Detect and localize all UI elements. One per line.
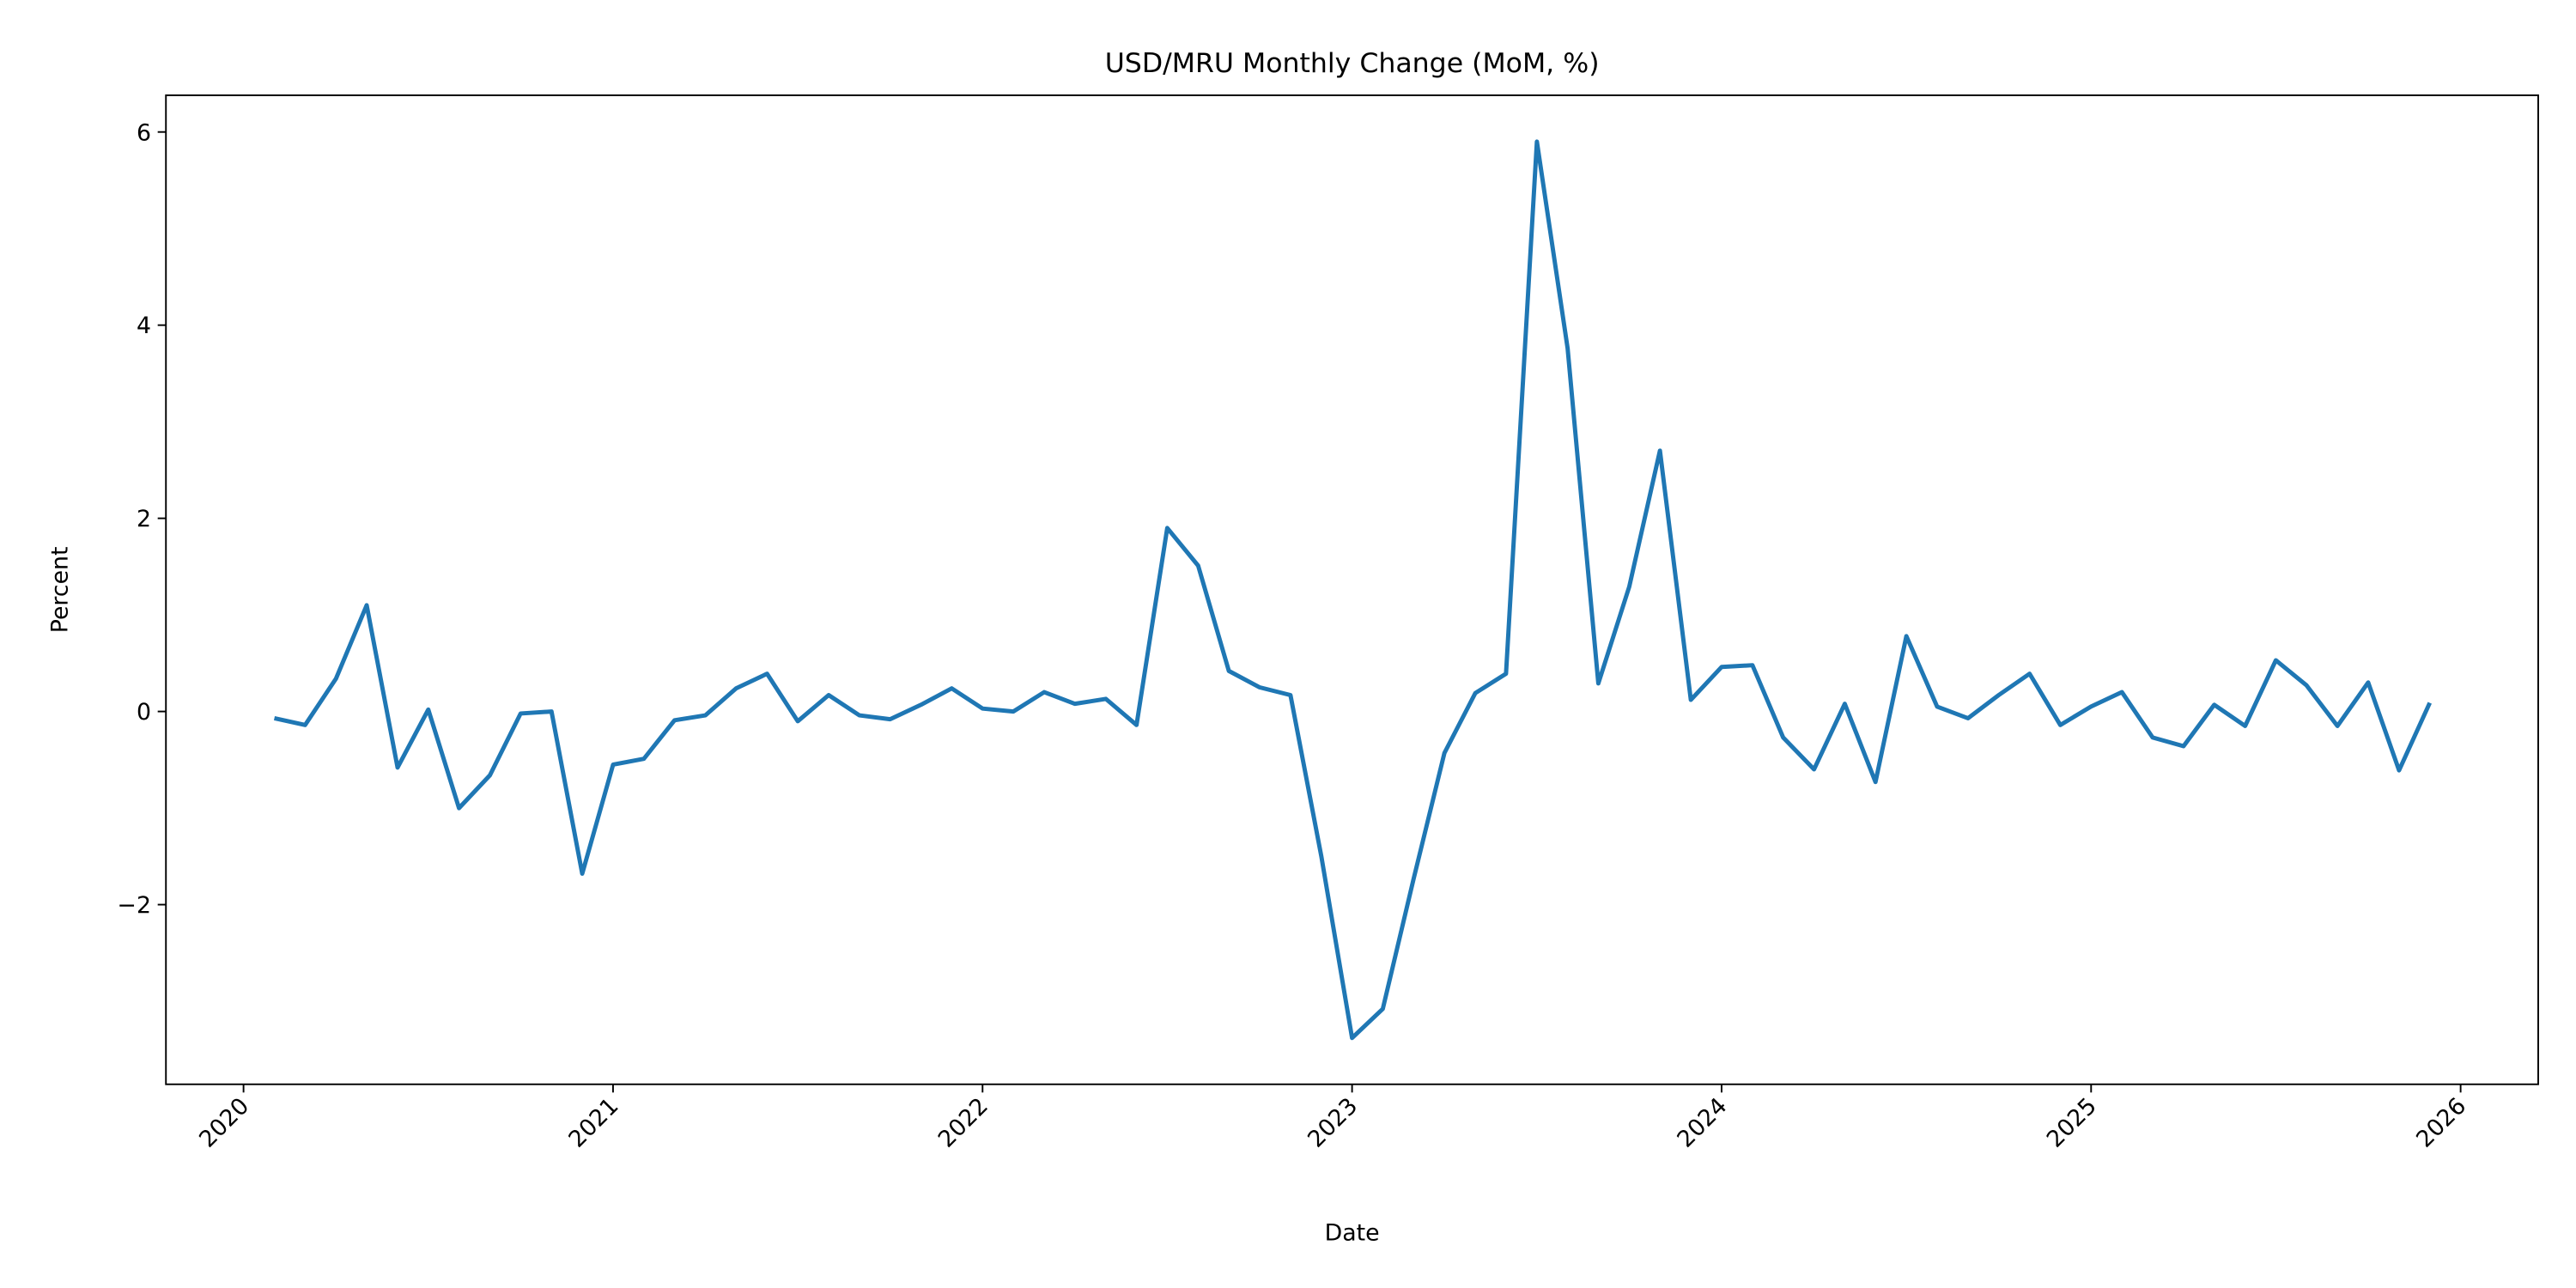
- y-tick-label: −2: [118, 892, 151, 919]
- x-tick-label: 2020: [194, 1093, 254, 1153]
- y-tick-label: 4: [137, 313, 151, 339]
- y-tick-label: 2: [137, 506, 151, 532]
- y-axis-label: Percent: [46, 547, 73, 634]
- chart-title: USD/MRU Monthly Change (MoM, %): [1105, 48, 1600, 79]
- x-tick-label: 2024: [1672, 1093, 1732, 1153]
- plot-frame: [165, 94, 2539, 1085]
- x-axis-label: Date: [1325, 1220, 1380, 1247]
- y-tick-label: 6: [137, 119, 151, 146]
- x-tick-label: 2026: [2411, 1093, 2471, 1153]
- y-tick-label: 0: [137, 699, 151, 726]
- series-line: [273, 139, 2432, 1041]
- y-axis: −2 0 2 4 6: [118, 119, 167, 919]
- data-points: [274, 141, 2430, 1038]
- x-tick-label: 2021: [563, 1093, 623, 1153]
- x-tick-label: 2025: [2042, 1093, 2102, 1153]
- x-tick-label: 2022: [933, 1093, 993, 1153]
- x-axis: 2020 2021 2022 2023 2024 2025 2026: [194, 1084, 2471, 1153]
- x-tick-label: 2023: [1303, 1093, 1363, 1153]
